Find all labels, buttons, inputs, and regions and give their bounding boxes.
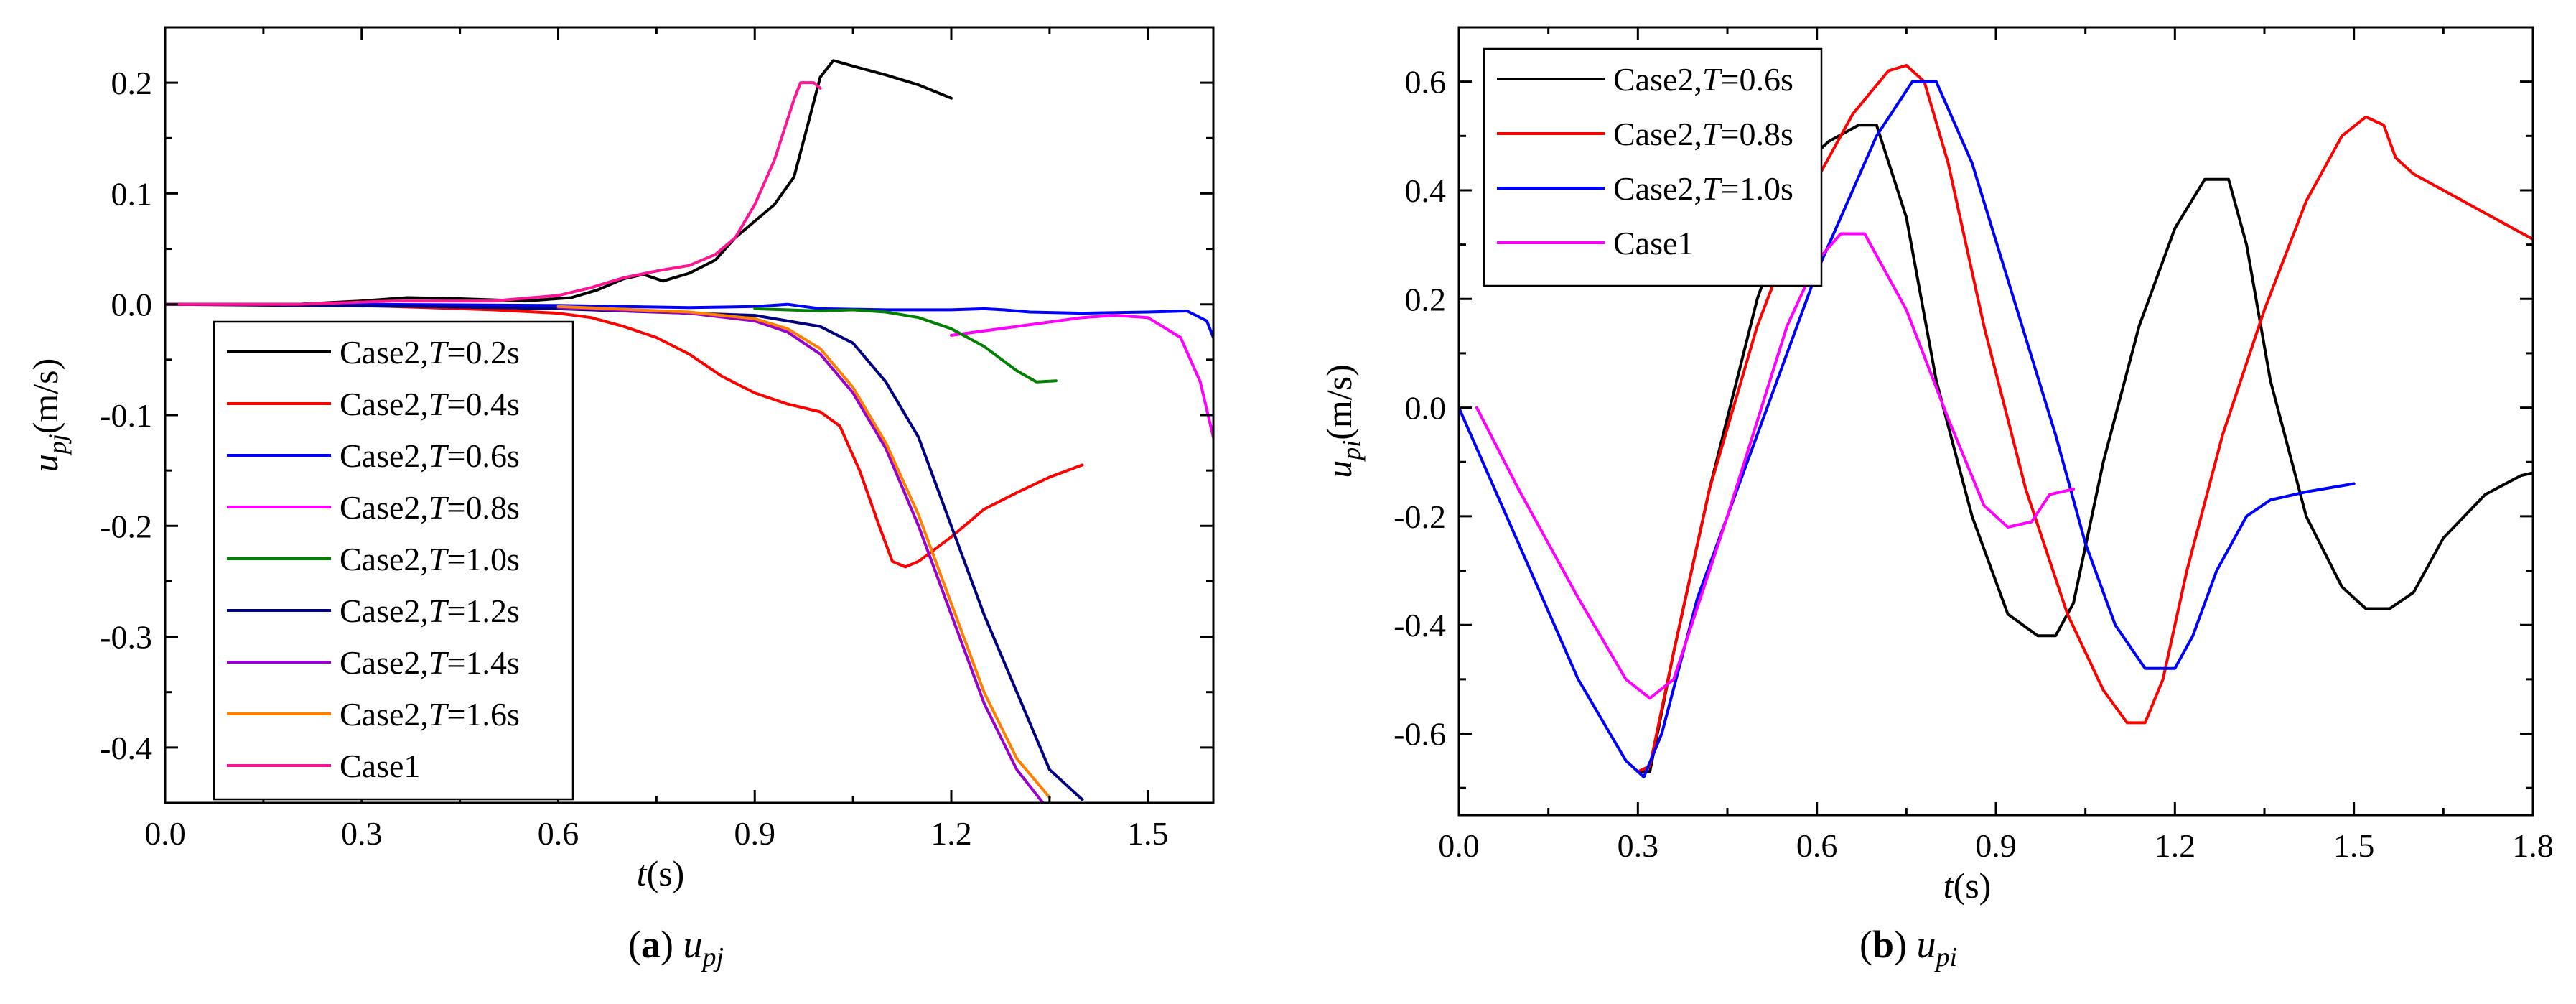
x-tick-label: 0.9 (734, 815, 776, 852)
x-tick-label: 0.3 (341, 815, 383, 852)
x-axis-label: t(s) (637, 853, 685, 893)
caption: (a) upj (628, 923, 724, 972)
legend: Case2,T=0.6s Case2,T=0.8s Case2,T=1.0s Case… (1483, 47, 1823, 287)
x-axis-label: t(s) (1943, 865, 1992, 906)
legend-label: Case2,T=1.0s (340, 541, 520, 577)
y-tick-label: -0.4 (1394, 607, 1446, 643)
legend-label: Case2,T=1.0s (1613, 170, 1793, 207)
legend-label: Case1 (1613, 225, 1694, 261)
x-tick-label: 1.8 (2512, 827, 2554, 864)
legend-label: Case2,T=0.6s (340, 437, 520, 474)
x-tick-label: 0.6 (1796, 827, 1838, 864)
y-tick-label: -0.2 (100, 508, 152, 544)
legend-label: Case2,T=0.8s (1613, 116, 1793, 152)
x-tick-label: 1.5 (2333, 827, 2375, 864)
x-tick-label: 0.9 (1975, 827, 2017, 864)
series-group (165, 59, 1213, 803)
series-line-b-3 (1475, 232, 2075, 700)
y-tick-label: 0.6 (1405, 64, 1447, 101)
x-tick-label: 1.5 (1127, 815, 1169, 852)
x-tick-label: 0.0 (1438, 827, 1480, 864)
y-axis-label: upi(m/s) (1319, 364, 1366, 478)
series-line-a-8 (165, 81, 822, 306)
series-line-a-3 (950, 314, 1213, 439)
y-tick-label: 0.2 (111, 65, 153, 101)
x-tick-label: 1.2 (930, 815, 972, 852)
caption: (b) upi (1859, 923, 1957, 972)
legend-label: Case2,T=1.4s (340, 644, 520, 681)
y-tick-label: 0.2 (1405, 281, 1447, 317)
chart-panel-b: 0.0 0.3 0.6 0.9 1.2 1.5 1.8 0.6 0.4 0.2 0.0 -0.2 -0.… (1319, 26, 2554, 972)
legend-label: Case1 (340, 748, 420, 784)
series-line-b-2 (1459, 80, 2356, 778)
series-line-a-0 (165, 59, 953, 306)
legend-label: Case2,T=1.2s (340, 592, 520, 629)
y-tick-label: 0.1 (111, 175, 153, 212)
x-tick-label: 1.2 (2155, 827, 2196, 864)
y-tick-label: 0.4 (1405, 172, 1447, 209)
y-tick-label: -0.6 (1394, 716, 1446, 753)
legend-box (213, 320, 574, 801)
legend-label: Case2,T=0.2s (340, 334, 520, 371)
y-tick-label: 0.0 (111, 287, 153, 323)
legend-label: Case2,T=0.6s (1613, 61, 1793, 98)
legend-label: Case2,T=0.8s (340, 489, 520, 526)
series-line-a-2 (165, 302, 1213, 339)
y-tick-label: 0.0 (1405, 390, 1447, 427)
chart-panel-a: 0.0 0.3 0.6 0.9 1.2 1.5 0.2 0.1 0.0 -0.1 -0.2 -0.3 -… (25, 26, 1215, 972)
legend-label: Case2,T=1.6s (340, 696, 520, 733)
x-tick-label: 0.6 (538, 815, 579, 852)
y-axis-label: upj(m/s) (25, 358, 72, 473)
legend-label: Case2,T=0.4s (340, 386, 520, 422)
series-line-a-1 (165, 302, 1084, 569)
y-tick-label: -0.2 (1394, 498, 1446, 535)
legend: Case2,T=0.2s Case2,T=0.4s Case2,T=0.6s Case… (213, 320, 574, 801)
legend-box (1483, 47, 1823, 287)
series-line-a-4 (753, 307, 1058, 384)
y-tick-label: -0.3 (100, 619, 152, 656)
x-tick-label: 0.0 (144, 815, 186, 852)
series-line-a-7 (556, 305, 1051, 799)
x-tick-label: 0.3 (1618, 827, 1659, 864)
y-tick-label: -0.4 (100, 730, 152, 766)
y-tick-label: -0.1 (100, 397, 152, 434)
series-line-a-6 (556, 306, 1045, 803)
